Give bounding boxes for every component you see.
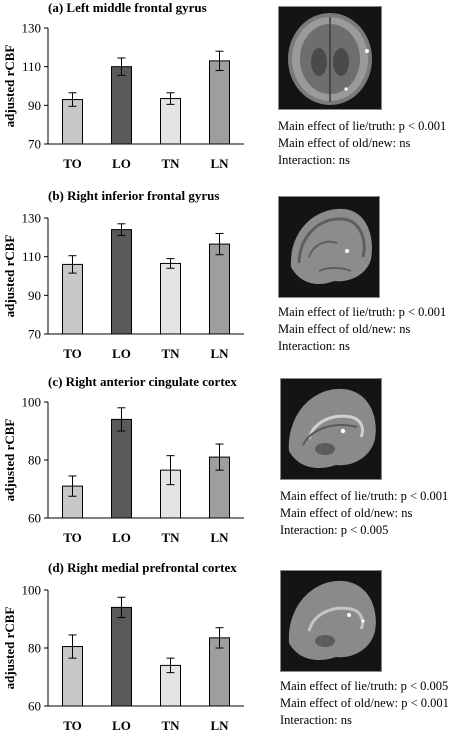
stat-line: Main effect of lie/truth: p < 0.001 <box>278 119 447 133</box>
chart-title: (b) Right inferior frontal gyrus <box>48 188 220 203</box>
x-tick-label: TO <box>63 530 82 545</box>
bar-to <box>62 263 83 335</box>
brain-scan-sagittal-mpfc <box>280 570 382 672</box>
y-tick-label: 100 <box>22 583 42 598</box>
bar-chart-d: adjusted rCBF 100 80 60 TO LO TN LN <box>2 583 244 733</box>
stat-line: Main effect of old/new: p < 0.001 <box>280 696 449 710</box>
x-tick-label: LN <box>210 156 229 171</box>
brain-scan-sagittal-medial <box>280 378 382 480</box>
x-tick-label: LN <box>210 718 229 733</box>
y-tick-label: 130 <box>22 21 42 36</box>
x-tick-label: LO <box>112 346 131 361</box>
x-tick-label: TO <box>63 156 82 171</box>
stats-text: Main effect of lie/truth: p < 0.001 Main… <box>278 304 446 355</box>
y-tick-label: 100 <box>22 395 42 410</box>
x-tick-label: TN <box>161 156 180 171</box>
x-tick-label: TN <box>161 530 180 545</box>
bar-lo <box>111 606 132 707</box>
chart-title: (a) Left middle frontal gyrus <box>48 0 207 15</box>
x-tick-label: TN <box>161 346 180 361</box>
stat-line: Interaction: ns <box>278 339 350 353</box>
x-tick-label: LO <box>112 156 131 171</box>
y-tick-label: 70 <box>28 137 41 152</box>
y-axis-label: adjusted rCBF <box>2 419 17 502</box>
stat-line: Main effect of lie/truth: p < 0.001 <box>278 305 447 319</box>
bar-chart-c: adjusted rCBF 100 80 60 TO LO TN LN <box>2 395 244 545</box>
stat-line: Main effect of lie/truth: p < 0.001 <box>280 489 449 503</box>
chart-title: (c) Right anterior cingulate cortex <box>48 374 237 389</box>
bar-lo <box>111 418 132 519</box>
stat-line: Interaction: ns <box>280 713 352 727</box>
y-tick-label: 80 <box>28 641 41 656</box>
stats-text: Main effect of lie/truth: p < 0.001 Main… <box>280 488 448 539</box>
x-tick-label: TO <box>63 346 82 361</box>
stat-line: Main effect of old/new: ns <box>278 136 411 150</box>
bar-lo <box>111 229 132 335</box>
bar-tn <box>160 98 181 145</box>
y-axis-label: adjusted rCBF <box>2 607 17 690</box>
y-tick-label: 90 <box>28 98 41 113</box>
stat-line: Main effect of old/new: ns <box>278 322 411 336</box>
chart-title: (d) Right medial prefrontal cortex <box>48 560 237 575</box>
y-axis-label: adjusted rCBF <box>2 235 17 318</box>
bar-chart-a: adjusted rCBF 130 110 90 70 TO LO TN LN <box>2 21 244 171</box>
bar-ln <box>209 243 230 335</box>
x-tick-label: LN <box>210 346 229 361</box>
x-tick-label: TN <box>161 718 180 733</box>
bar-ln <box>209 60 230 145</box>
x-tick-label: LO <box>112 718 131 733</box>
y-tick-label: 130 <box>22 211 42 226</box>
x-tick-label: LO <box>112 530 131 545</box>
bar-lo <box>111 66 132 145</box>
y-tick-label: 110 <box>22 249 41 264</box>
stat-line: Interaction: p < 0.005 <box>280 523 389 537</box>
y-tick-label: 80 <box>28 453 41 468</box>
x-tick-label: TO <box>63 718 82 733</box>
stat-line: Main effect of lie/truth: p < 0.005 <box>280 679 449 693</box>
brain-scan-sagittal <box>278 196 380 298</box>
bar-chart-b: adjusted rCBF 130 110 90 70 TO LO TN LN <box>2 211 244 361</box>
x-tick-label: LN <box>210 530 229 545</box>
y-tick-label: 60 <box>28 699 41 714</box>
y-tick-label: 110 <box>22 59 41 74</box>
bar-tn <box>160 262 181 335</box>
brain-scan-axial <box>278 6 382 110</box>
y-axis-label: adjusted rCBF <box>2 45 17 128</box>
stats-text: Main effect of lie/truth: p < 0.005 Main… <box>280 678 449 729</box>
y-tick-label: 70 <box>28 327 41 342</box>
stats-text: Main effect of lie/truth: p < 0.001 Main… <box>278 118 446 169</box>
y-tick-label: 60 <box>28 511 41 526</box>
stat-line: Main effect of old/new: ns <box>280 506 413 520</box>
y-tick-label: 90 <box>28 288 41 303</box>
stat-line: Interaction: ns <box>278 153 350 167</box>
